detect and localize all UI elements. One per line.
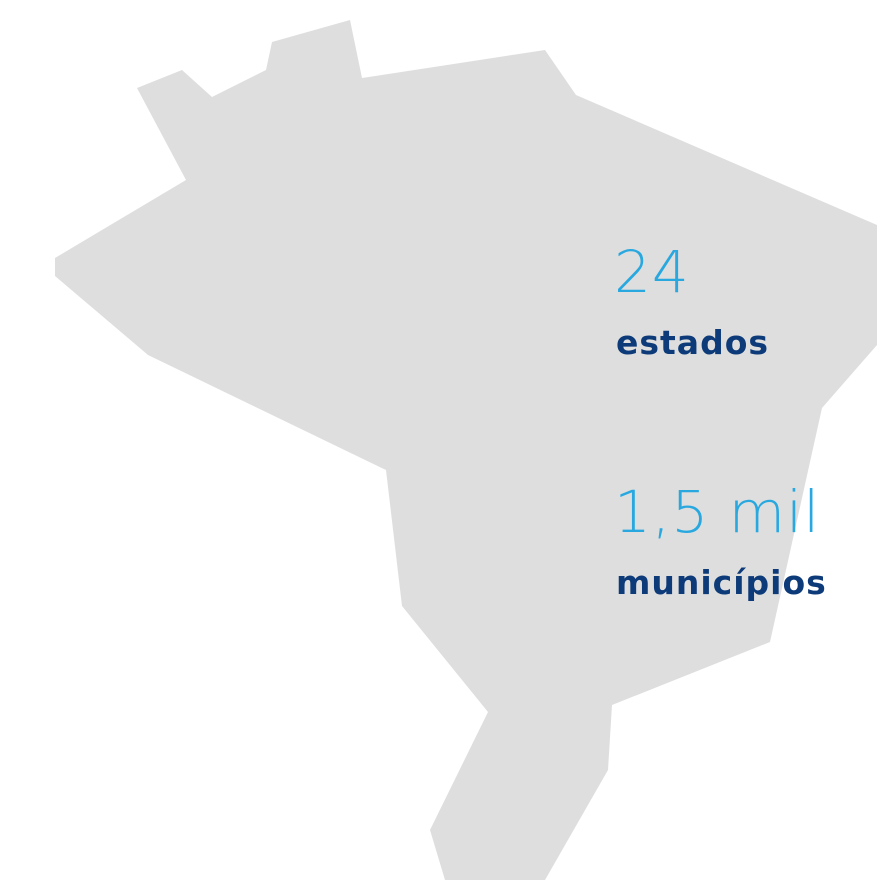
stat-value: 1,5 mil [614,478,820,546]
stats: 24 estados 1,5 mil municípios [614,238,827,602]
map-shape [55,20,877,880]
stat-label: estados [616,323,769,362]
stat-label: municípios [616,563,827,602]
stat-value: 24 [614,238,690,306]
